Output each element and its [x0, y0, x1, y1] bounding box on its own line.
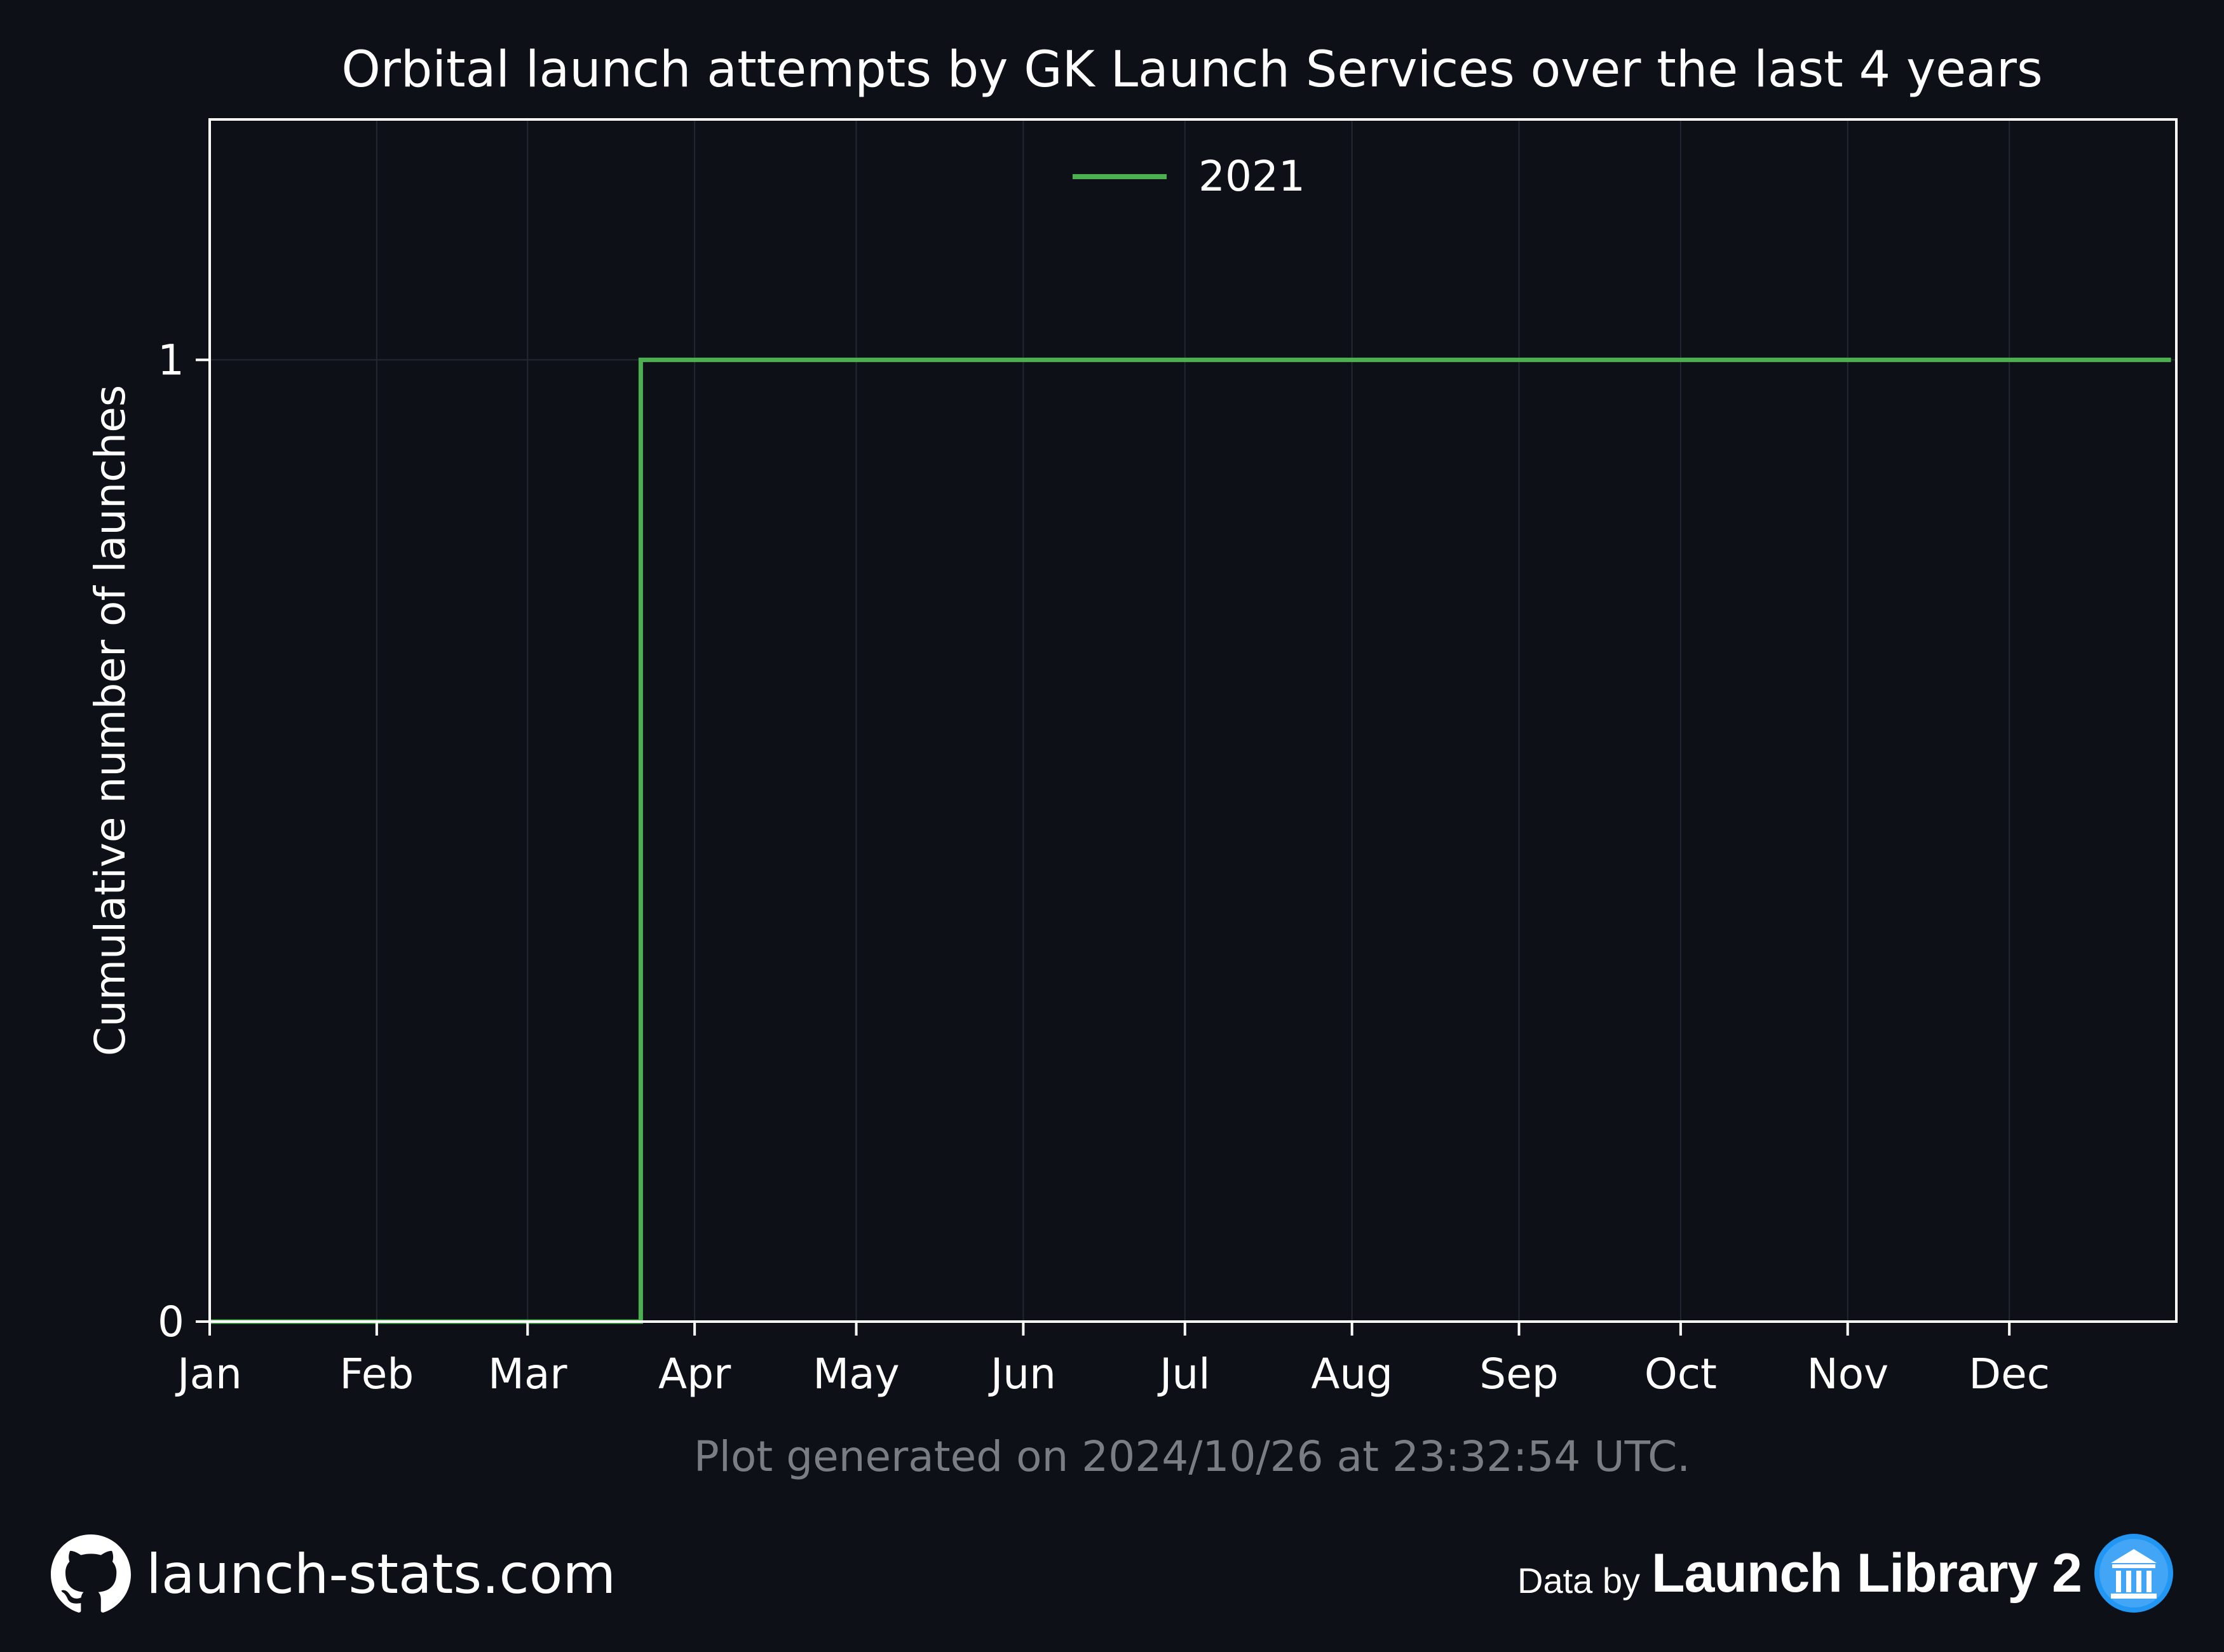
x-tick-label: Mar: [488, 1350, 567, 1398]
chart-title: Orbital launch attempts by GK Launch Ser…: [341, 41, 2042, 98]
y-axis-label: Cumulative number of launches: [86, 385, 135, 1056]
y-tick-label: 1: [158, 335, 184, 384]
x-tick-label: Jan: [175, 1350, 242, 1398]
y-tick-label: 0: [158, 1297, 184, 1346]
x-tick-label: Oct: [1644, 1350, 1717, 1398]
legend: 2021: [1073, 152, 1305, 201]
x-tick-label: Apr: [658, 1350, 731, 1398]
x-tick-label: Jun: [988, 1350, 1056, 1398]
grid: [209, 119, 2176, 1322]
legend-label-2021: 2021: [1198, 152, 1305, 201]
generated-note: Plot generated on 2024/10/26 at 23:32:54…: [694, 1432, 1690, 1481]
x-tick-label: May: [813, 1350, 899, 1398]
x-tick-label: Dec: [1969, 1350, 2050, 1398]
x-tick-label: Jul: [1157, 1350, 1210, 1398]
series-line-2021: [210, 357, 2171, 1324]
data-source-name: Launch Library 2: [1651, 1542, 2082, 1604]
x-axis: Jan Feb Mar Apr May Jun Jul Aug Sep Oct Nov Dec: [175, 1322, 2050, 1398]
x-tick-label: Feb: [339, 1350, 414, 1398]
series: [210, 357, 2171, 1324]
y-axis: 01: [158, 335, 210, 1346]
x-tick-label: Aug: [1311, 1350, 1393, 1398]
site-name: launch-stats.com: [146, 1543, 616, 1606]
site-link[interactable]: launch-stats.com: [51, 1534, 616, 1615]
x-tick-label: Sep: [1479, 1350, 1558, 1398]
github-icon: [51, 1534, 131, 1613]
x-tick-label: Nov: [1807, 1350, 1888, 1398]
data-by-label: Data by: [1517, 1560, 1641, 1601]
launch-library-icon: [2094, 1534, 2173, 1613]
data-source[interactable]: Data by Launch Library 2: [1517, 1533, 2174, 1614]
plot-frame: [208, 118, 2178, 1323]
